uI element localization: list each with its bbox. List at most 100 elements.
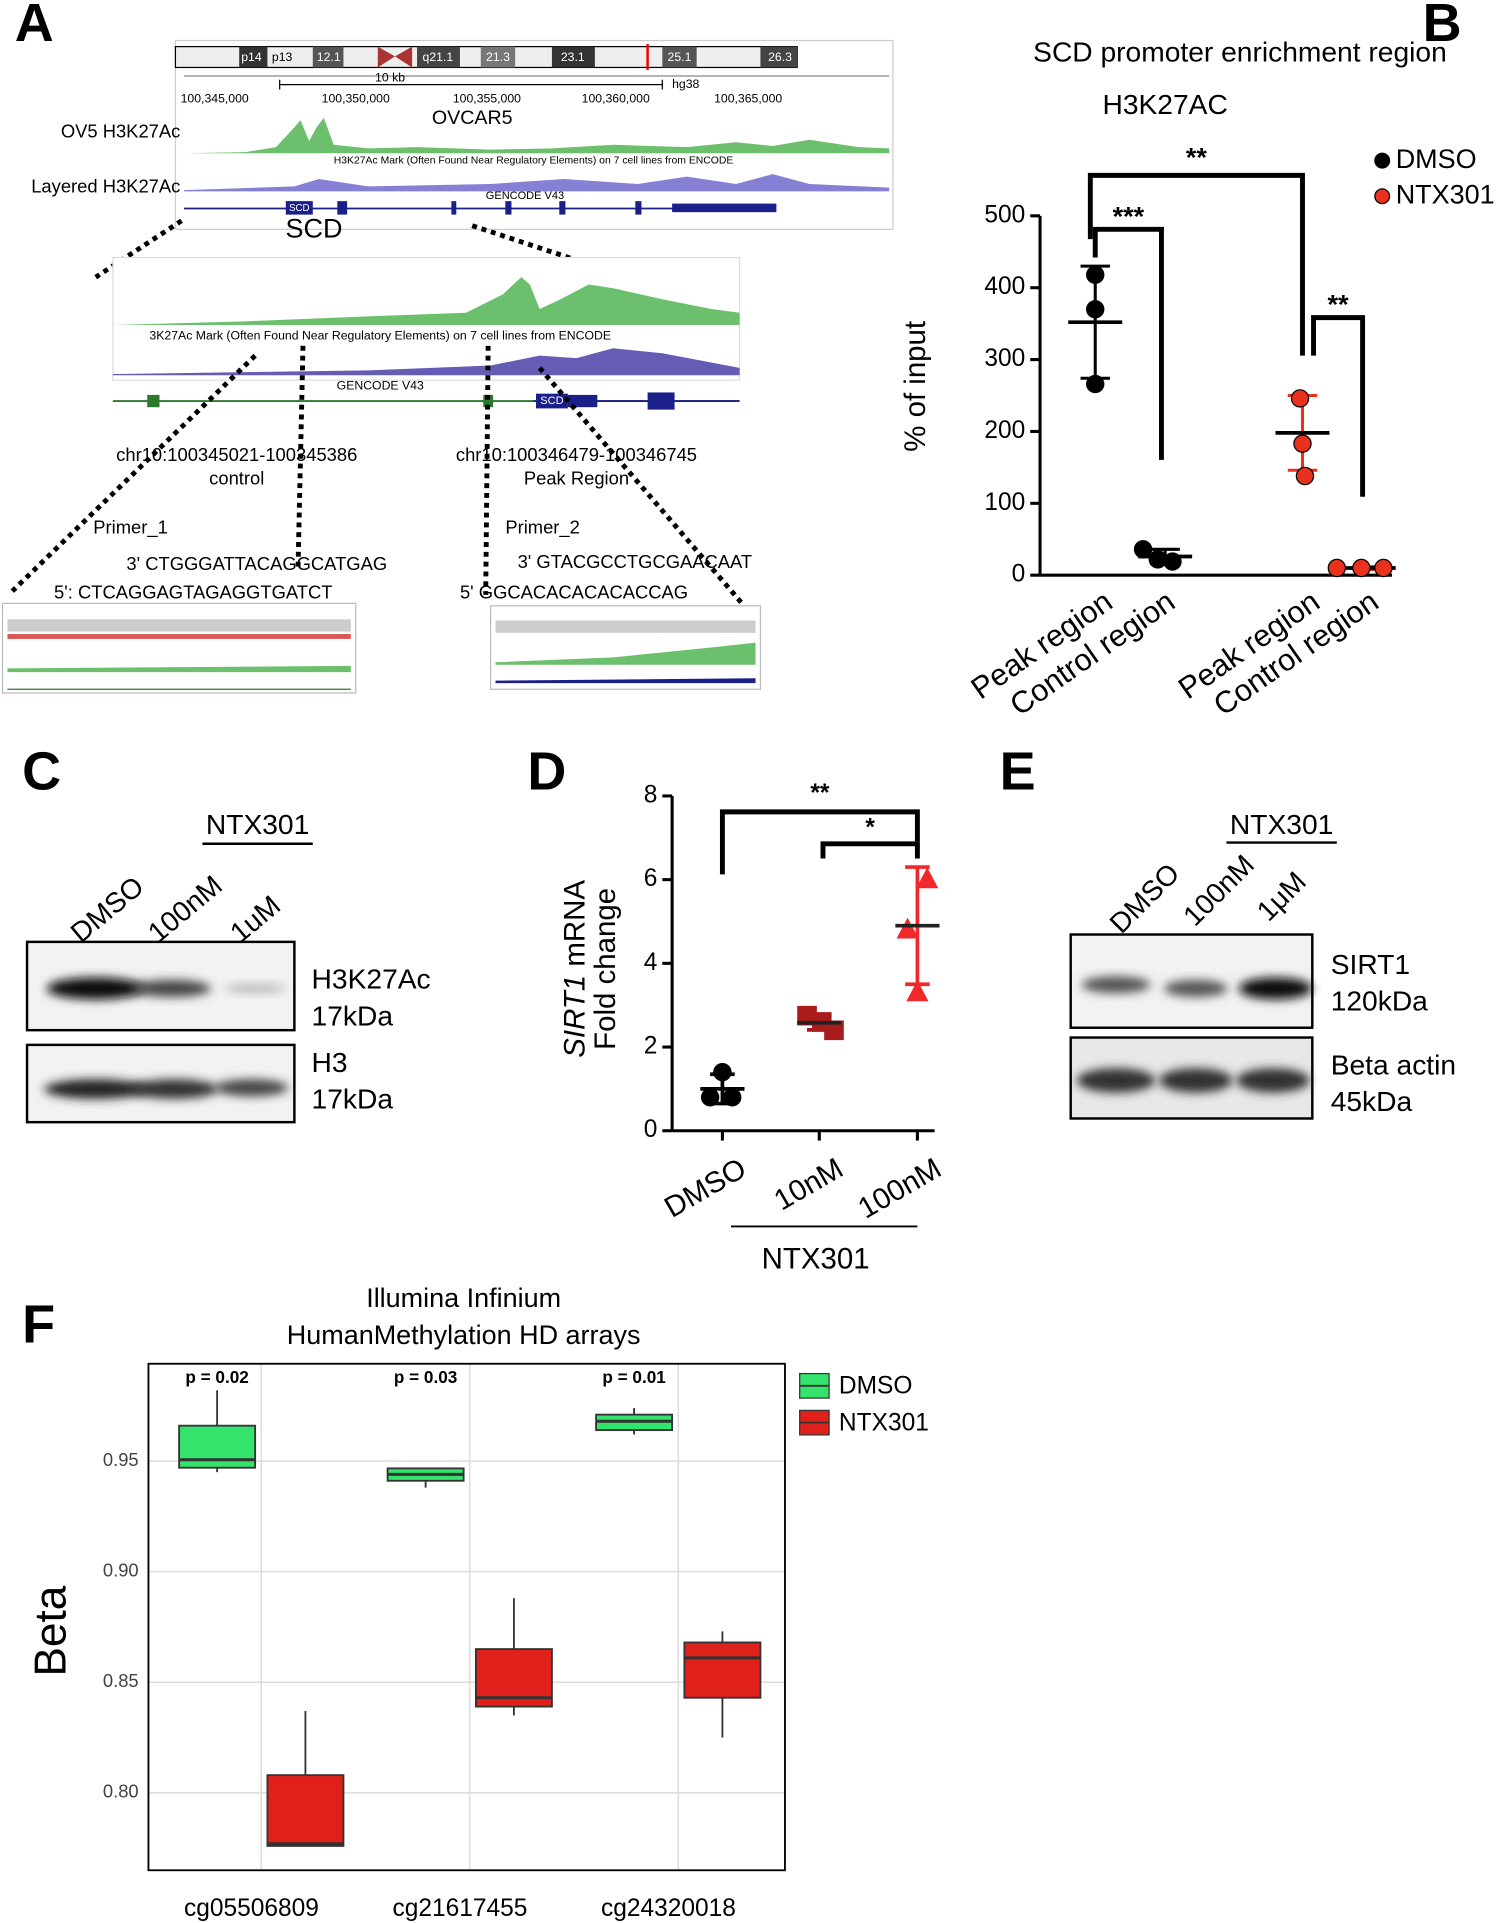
size-label: 17kDa (312, 999, 394, 1031)
lane-label: DMSO (64, 870, 149, 949)
chart-subtitle: H3K27AC (1102, 88, 1227, 120)
size-label: 120kDa (1331, 985, 1428, 1017)
significance-bracket (1087, 172, 1305, 356)
y-axis-label: SIRT1 mRNA (558, 880, 591, 1058)
band (44, 1079, 148, 1099)
treatment-label: NTX301 (206, 808, 309, 840)
plot-frame (147, 1362, 786, 1872)
y-tick-label: 0.95 (103, 1449, 139, 1470)
region-coords: chr10:100345021-100345386 (116, 444, 357, 465)
protein-label: H3 (312, 1046, 348, 1078)
lane-label: 100nM (1177, 848, 1261, 932)
panel-letter: B (1423, 0, 1462, 53)
gene-box-label: SCD (540, 395, 563, 407)
band (1159, 1068, 1233, 1093)
region-coords: chr10:100346479-100346745 (456, 444, 697, 465)
panel-letter: C (22, 741, 61, 801)
legend-label: NTX301 (1396, 179, 1495, 209)
chart-title: Illumina Infinium (366, 1283, 561, 1313)
protein-label: H3K27Ac (312, 963, 431, 995)
data-point (1374, 558, 1393, 578)
track-label: Layered H3K27Ac (31, 175, 180, 196)
gencode-label: GENCODE V43 (337, 379, 424, 393)
zoom-connector (94, 218, 183, 280)
significance-label: * (865, 815, 875, 842)
ideogram: p14 p13 12.1 q21.1 21.3 23.1 25.1 26.3 (174, 44, 798, 70)
region-connector (537, 366, 744, 605)
x-tick-label: 100nM (852, 1152, 946, 1226)
y-tick-label: 8 (644, 781, 658, 808)
band (1236, 1068, 1310, 1093)
mini-browser (490, 605, 762, 690)
data-point (1352, 558, 1371, 578)
coordinate-label: 100,355,000 (453, 92, 521, 106)
protein-label: SIRT1 (1331, 948, 1410, 980)
band-label: q21.1 (423, 50, 454, 64)
y-tick-label: 500 (984, 201, 1025, 228)
box (178, 1424, 257, 1469)
data-point (1293, 434, 1312, 453)
track-label: OV5 H3K27Ac (61, 120, 181, 141)
primer-name: Primer_2 (505, 516, 580, 538)
protein-label: Beta actin (1331, 1048, 1456, 1080)
panel-c: C NTX301 DMSO 100nM 1uM H3K27Ac 17kDa H3… (22, 741, 431, 1124)
gene-box-label: SCD (289, 203, 310, 214)
gene-model: SCD (184, 201, 777, 215)
encode-track-label: H3K27Ac Mark (Often Found Near Regulator… (334, 155, 734, 166)
band (224, 983, 286, 994)
legend-marker (1374, 152, 1391, 169)
zoom-gene-model: SCD (112, 392, 740, 410)
cell-line-label: OVCAR5 (432, 107, 513, 129)
zoom-layered-track (112, 348, 740, 376)
significance-label: ** (810, 780, 830, 807)
region-connector (10, 353, 257, 593)
y-tick-label: 0 (644, 1116, 658, 1143)
primer-sequence: 5': CTCAGGAGTAGAGGTGATCT (54, 581, 332, 602)
band (1076, 1068, 1156, 1093)
data-point (1133, 540, 1153, 559)
assembly-label: hg38 (672, 77, 699, 91)
band-label: 21.3 (486, 50, 510, 64)
band-label: 23.1 (561, 50, 585, 64)
region-label: control (209, 467, 264, 488)
y-axis-label-gene: SIRT1 (558, 975, 591, 1058)
p-value: p = 0.01 (602, 1367, 666, 1387)
region-connector (483, 345, 491, 595)
primer-sequence: 3' CTGGGATTACAGGCATGAG (126, 553, 387, 574)
y-tick-label: 300 (984, 345, 1025, 372)
layered-track (184, 174, 890, 192)
gencode-label: GENCODE V43 (486, 190, 564, 202)
chart-title: HumanMethylation HD arrays (287, 1320, 641, 1350)
box (266, 1774, 345, 1847)
y-axis-label-unit: mRNA (558, 880, 591, 975)
region-connector (295, 345, 306, 567)
scale-label: 10 kb (375, 71, 405, 85)
region-label: Peak Region (524, 467, 629, 488)
data-point (916, 867, 939, 889)
band-label: 26.3 (768, 50, 792, 64)
x-tick-label: cg24320018 (601, 1895, 736, 1922)
data-point (896, 917, 919, 939)
y-tick-label: 400 (984, 273, 1025, 300)
encode-track-label: 3K27Ac Mark (Often Found Near Regulatory… (149, 328, 611, 342)
y-tick-label: 200 (984, 417, 1025, 444)
data-point (713, 1062, 732, 1082)
y-axis-label: % of input (899, 321, 932, 452)
lane-label: DMSO (1103, 857, 1185, 939)
y-tick-label: 4 (644, 949, 658, 976)
x-tick-label: 10nM (769, 1152, 849, 1217)
data-point (1295, 466, 1315, 486)
data-point (1086, 374, 1105, 394)
lane-label: 100nM (141, 869, 228, 949)
band-label: 12.1 (317, 50, 341, 64)
panel-letter: A (15, 0, 54, 53)
coordinate-label: 100,365,000 (714, 92, 782, 106)
gene-label: SCD (286, 214, 343, 244)
y-tick-label: 0.80 (103, 1781, 139, 1802)
band (132, 979, 211, 998)
size-label: 17kDa (312, 1083, 394, 1115)
band (1238, 977, 1313, 1000)
coordinate-label: 100,350,000 (322, 92, 390, 106)
band-label: p13 (272, 50, 293, 64)
